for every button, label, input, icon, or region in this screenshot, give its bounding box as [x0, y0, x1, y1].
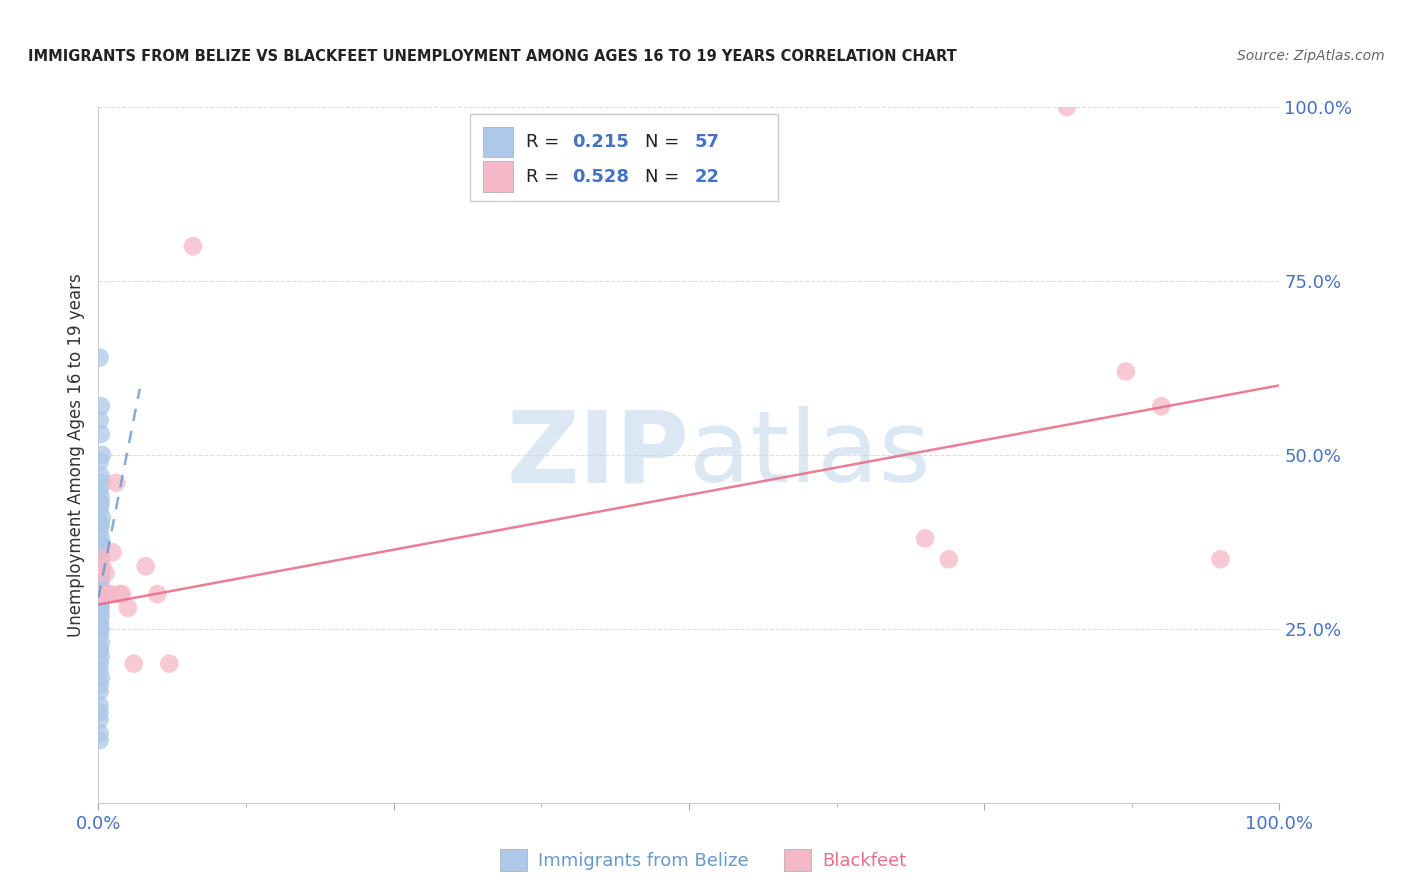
Point — [90, 649, 112, 664]
Point — [89, 664, 111, 678]
Point — [91, 448, 114, 462]
Point — [90, 532, 112, 546]
Point — [89, 566, 111, 581]
Point — [89, 615, 111, 629]
Point — [90, 427, 112, 442]
Text: IMMIGRANTS FROM BELIZE VS BLACKFEET UNEMPLOYMENT AMONG AGES 16 TO 19 YEARS CORRE: IMMIGRANTS FROM BELIZE VS BLACKFEET UNEM… — [28, 49, 957, 64]
Point — [122, 657, 145, 671]
Point — [90, 601, 112, 615]
Point — [89, 684, 111, 698]
Point — [91, 475, 114, 490]
Point — [89, 733, 111, 747]
Point — [89, 538, 111, 552]
Point — [157, 657, 180, 671]
Point — [90, 594, 112, 608]
Point — [90, 517, 112, 532]
Point — [117, 601, 139, 615]
Point — [90, 552, 112, 566]
Point — [89, 587, 111, 601]
Point — [90, 497, 112, 511]
Point — [89, 351, 111, 365]
Point — [90, 490, 112, 504]
Point — [90, 580, 112, 594]
Point — [90, 552, 112, 566]
Point — [89, 517, 111, 532]
Point — [91, 538, 114, 552]
Point — [89, 580, 111, 594]
Point — [938, 552, 960, 566]
Point — [89, 545, 111, 559]
Point — [89, 726, 111, 740]
Point — [98, 587, 121, 601]
Text: ZIP: ZIP — [506, 407, 689, 503]
Point — [89, 706, 111, 720]
Point — [1209, 552, 1232, 566]
Point — [89, 698, 111, 713]
Point — [89, 552, 111, 566]
Point — [111, 587, 134, 601]
Point — [90, 468, 112, 483]
Point — [89, 629, 111, 643]
Point — [89, 483, 111, 497]
Point — [89, 559, 111, 574]
Point — [89, 594, 111, 608]
Point — [90, 671, 112, 685]
Point — [97, 587, 120, 601]
Point — [1150, 399, 1173, 413]
Point — [89, 657, 111, 671]
Point — [135, 559, 157, 574]
Point — [101, 545, 124, 559]
Point — [89, 615, 111, 629]
Point — [914, 532, 936, 546]
Point — [89, 455, 111, 469]
Point — [89, 587, 111, 601]
Point — [90, 573, 112, 587]
Point — [90, 399, 112, 413]
Point — [89, 587, 111, 601]
Point — [89, 413, 111, 427]
Point — [89, 503, 111, 517]
Point — [105, 475, 128, 490]
Point — [94, 566, 117, 581]
Point — [1056, 100, 1078, 114]
Point — [90, 636, 112, 650]
Point — [91, 559, 114, 574]
Point — [89, 712, 111, 726]
Point — [89, 524, 111, 539]
Point — [1115, 364, 1137, 378]
Point — [89, 601, 111, 615]
Point — [90, 622, 112, 636]
Point — [89, 642, 111, 657]
Point — [108, 587, 131, 601]
Legend: Immigrants from Belize, Blackfeet: Immigrants from Belize, Blackfeet — [492, 842, 914, 879]
Point — [89, 607, 111, 622]
Point — [89, 622, 111, 636]
Text: Source: ZipAtlas.com: Source: ZipAtlas.com — [1237, 49, 1385, 63]
Point — [181, 239, 204, 253]
Point — [90, 566, 112, 581]
Point — [89, 677, 111, 691]
Text: atlas: atlas — [689, 407, 931, 503]
Y-axis label: Unemployment Among Ages 16 to 19 years: Unemployment Among Ages 16 to 19 years — [66, 273, 84, 637]
Point — [146, 587, 169, 601]
Point — [90, 607, 112, 622]
Point — [89, 497, 111, 511]
Point — [89, 573, 111, 587]
Point — [91, 510, 114, 524]
Point — [89, 642, 111, 657]
